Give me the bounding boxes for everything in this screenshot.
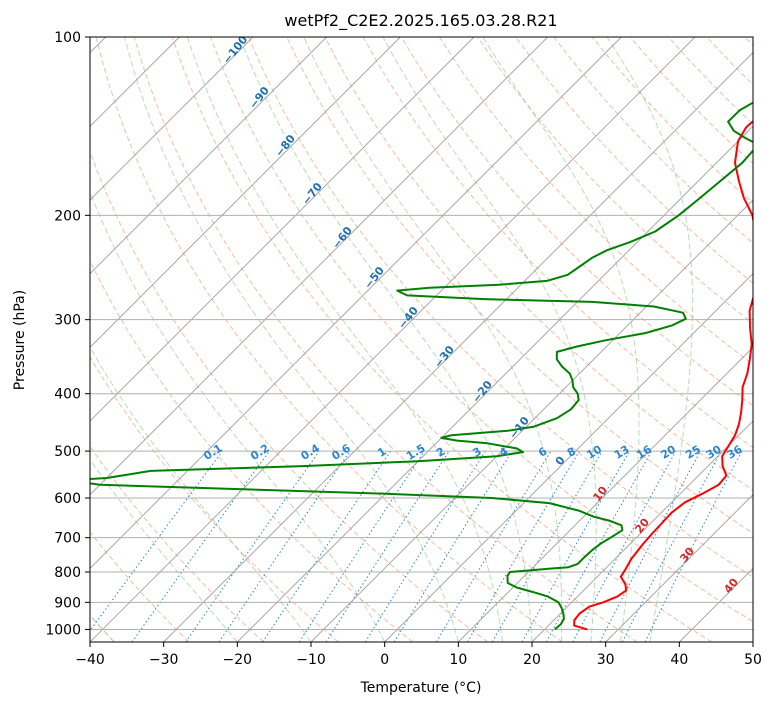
y-tick-label: 600 — [54, 491, 81, 507]
x-tick-label: 40 — [670, 652, 688, 668]
dry-adiabat-line — [400, 37, 753, 407]
x-tick-label: 10 — [449, 652, 467, 668]
dry-adiabat-line — [171, 37, 712, 642]
x-tick-label: −30 — [149, 652, 179, 668]
moist-adiabat-line — [239, 37, 533, 642]
isotherm-line — [458, 346, 753, 642]
mixing-ratio-line — [218, 450, 351, 642]
moist-adiabat-line — [303, 37, 563, 642]
x-tick-label: −20 — [223, 652, 253, 668]
isotherm-line — [163, 52, 753, 642]
mixing-ratio-line — [185, 450, 320, 642]
x-tick-label: −10 — [296, 652, 326, 668]
y-tick-label: 700 — [54, 531, 81, 547]
isotherm-line — [605, 494, 753, 642]
y-tick-label: 800 — [54, 565, 81, 581]
isotherm-line — [90, 37, 622, 569]
mixing-ratio-line — [325, 450, 450, 642]
moist-adiabat-line — [124, 37, 459, 642]
y-tick-label: 900 — [54, 595, 81, 611]
isotherm-line — [90, 37, 548, 496]
x-tick-label: 0 — [380, 652, 389, 668]
dry-adiabat-line — [438, 37, 753, 366]
dry-adiabat-line — [90, 150, 488, 642]
y-tick-label: 200 — [54, 208, 81, 224]
isotherm-line — [90, 37, 475, 422]
dry-adiabat-lines — [90, 37, 753, 642]
dry-adiabat-line — [210, 37, 753, 623]
mixing-ratio-line — [572, 450, 677, 642]
data-series — [90, 101, 753, 631]
temperature-profile-line — [573, 119, 753, 631]
moist-adiabat-line — [187, 37, 503, 642]
y-axis-title: Pressure (hPa) — [12, 290, 28, 390]
moist-adiabat-line — [482, 37, 640, 642]
mixing-ratio-line — [644, 450, 743, 642]
dry-adiabat-line — [95, 37, 563, 642]
x-tick-label: 20 — [523, 652, 541, 668]
x-axis-title: Temperature (°C) — [360, 680, 482, 696]
x-axis: −40 −30 −20 −10 0 10 20 30 40 50 — [75, 642, 762, 668]
isotherm-line — [90, 37, 327, 275]
plot-frame — [89, 36, 754, 643]
dry-adiabat-line — [515, 37, 753, 284]
isotherm-line — [237, 125, 753, 642]
chart-title: wetPf2_C2E2.2025.165.03.28.R21 — [284, 11, 557, 31]
dry-adiabat-line — [324, 37, 753, 491]
y-tick-label: 1000 — [45, 622, 81, 638]
dry-adiabat-line — [90, 531, 190, 642]
y-axis: 100 200 300 400 500 600 700 800 900 1000 — [45, 30, 90, 638]
dry-adiabat-line — [248, 37, 753, 578]
mixing-ratio-line — [262, 450, 392, 642]
y-tick-label: 100 — [54, 30, 81, 46]
isotherm-line — [384, 273, 753, 642]
moist-adiabat-line — [90, 190, 386, 642]
isotherm-line — [90, 37, 254, 201]
moist-adiabat-line — [90, 458, 238, 642]
mixing-ratio-line — [131, 450, 270, 642]
mixing-ratio-lines — [90, 450, 743, 642]
isotherm-line — [531, 420, 753, 642]
mixing-ratio-line — [521, 450, 630, 642]
moist-adiabat-line — [606, 37, 694, 642]
y-tick-label: 500 — [54, 444, 81, 460]
isotherms — [90, 37, 753, 642]
dewpoint-profile-line — [90, 101, 753, 631]
dry-adiabat-line — [133, 37, 638, 642]
y-tick-label: 400 — [54, 387, 81, 403]
dry-adiabat-line — [90, 445, 264, 642]
x-tick-label: 50 — [744, 652, 762, 668]
isotherm-line — [90, 37, 696, 642]
x-tick-label: −40 — [75, 652, 105, 668]
mixing-ratio-line — [545, 450, 653, 642]
y-tick-label: 300 — [54, 313, 81, 329]
x-tick-label: 30 — [597, 652, 615, 668]
isobars — [90, 37, 753, 630]
plot-area: 0.1 0.2 0.4 0.6 1 1.5 2 3 4 6 8 10 13 16 20 25 30 36−100−… — [90, 37, 753, 642]
isotherm-line — [90, 37, 401, 348]
mixing-ratio-line — [393, 450, 513, 642]
mixing-ratio-line — [90, 450, 223, 632]
